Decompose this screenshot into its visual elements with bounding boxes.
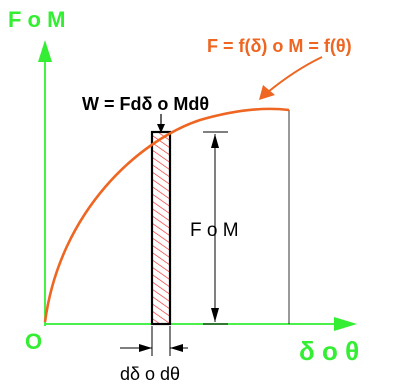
- y-axis-label: F o M: [8, 7, 65, 32]
- origin-label: O: [25, 329, 42, 354]
- height-label: F o M: [190, 220, 239, 241]
- curve-label: F = f(δ) o M = f(θ): [207, 36, 352, 56]
- x-axis: [45, 317, 357, 331]
- y-axis: [38, 40, 52, 326]
- work-label-leader: [157, 114, 165, 133]
- width-dimension: [120, 326, 188, 356]
- work-label: W = Fdδ o Mdθ: [82, 94, 209, 114]
- height-dimension: [203, 131, 228, 325]
- x-axis-label: δ o θ: [299, 336, 359, 366]
- width-label: dδ o dθ: [120, 364, 180, 384]
- curve-label-leader: [259, 56, 323, 100]
- force-curve: [43, 107, 290, 323]
- work-strip: [150, 130, 172, 326]
